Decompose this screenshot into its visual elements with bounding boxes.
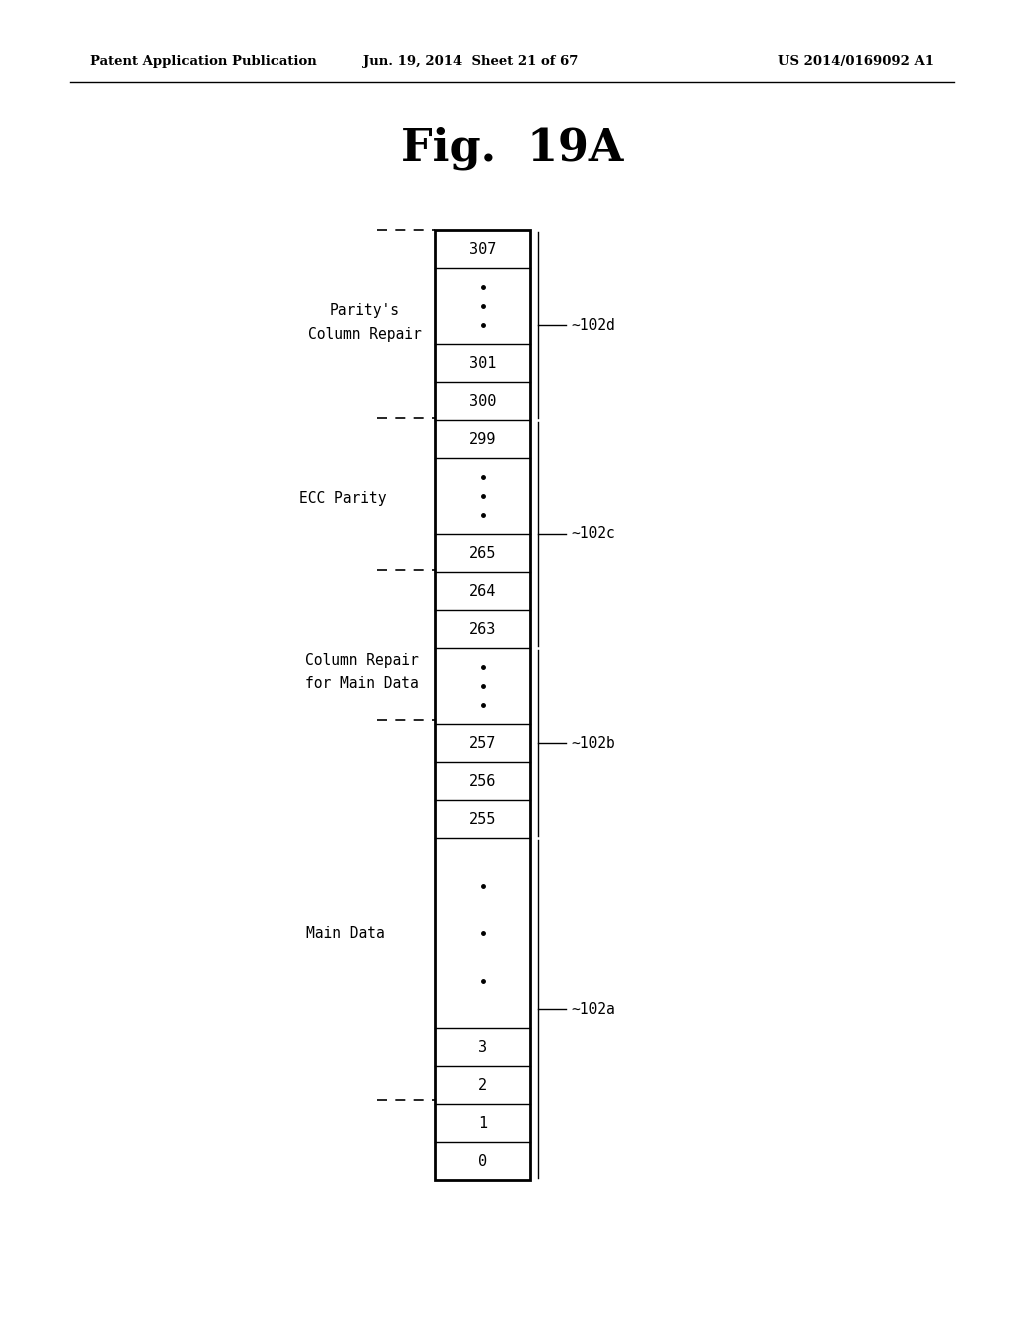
Text: ∼102b: ∼102b <box>571 735 614 751</box>
Text: ∼102d: ∼102d <box>571 318 614 333</box>
Bar <box>435 230 530 1180</box>
Text: 255: 255 <box>469 812 497 826</box>
Text: 0: 0 <box>478 1154 487 1168</box>
Text: 3: 3 <box>478 1040 487 1055</box>
Text: 265: 265 <box>469 545 497 561</box>
Text: Main Data: Main Data <box>305 925 384 940</box>
Text: 257: 257 <box>469 735 497 751</box>
Text: 2: 2 <box>478 1077 487 1093</box>
Text: Fig.  19A: Fig. 19A <box>400 127 624 170</box>
Text: ∼102c: ∼102c <box>571 527 614 541</box>
Text: Parity's: Parity's <box>330 302 400 318</box>
Text: 1: 1 <box>478 1115 487 1130</box>
Text: Patent Application Publication: Patent Application Publication <box>90 55 316 69</box>
Text: 307: 307 <box>469 242 497 256</box>
Text: 263: 263 <box>469 622 497 636</box>
Text: 300: 300 <box>469 393 497 408</box>
Text: Column Repair: Column Repair <box>305 652 419 668</box>
Text: Column Repair: Column Repair <box>308 326 422 342</box>
Text: for Main Data: for Main Data <box>305 676 419 692</box>
Text: 301: 301 <box>469 355 497 371</box>
Text: US 2014/0169092 A1: US 2014/0169092 A1 <box>778 55 934 69</box>
Text: 264: 264 <box>469 583 497 598</box>
Text: ∼102a: ∼102a <box>571 1002 614 1016</box>
Text: Jun. 19, 2014  Sheet 21 of 67: Jun. 19, 2014 Sheet 21 of 67 <box>364 55 579 69</box>
Text: 299: 299 <box>469 432 497 446</box>
Text: ECC Parity: ECC Parity <box>299 491 387 507</box>
Text: 256: 256 <box>469 774 497 788</box>
